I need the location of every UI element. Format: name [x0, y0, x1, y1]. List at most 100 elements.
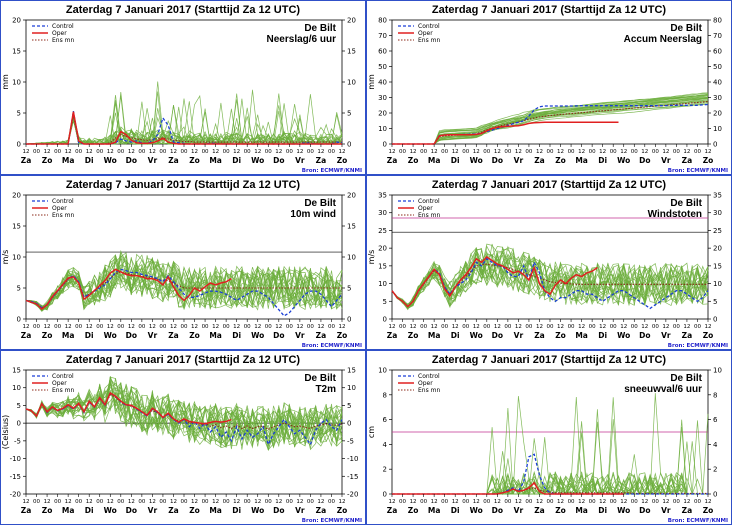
x-day-label: Za	[168, 506, 179, 515]
y2-tick-label: 15	[347, 367, 356, 375]
x-hour-label: 00	[54, 324, 61, 330]
legend-oper-label: Oper	[52, 380, 67, 387]
y2-tick-label: -20	[347, 491, 358, 499]
x-hour-label: 12	[515, 149, 522, 155]
x-hour-label: 00	[399, 324, 406, 330]
y-tick-label: 30	[378, 94, 387, 102]
x-hour-label: 12	[317, 324, 324, 330]
plot-area	[391, 19, 709, 145]
x-hour-label: 00	[75, 324, 82, 330]
legend-oper-label: Oper	[418, 30, 433, 37]
x-hour-label: 00	[307, 324, 314, 330]
x-hour-label: 12	[191, 499, 198, 505]
x-hour-label: 00	[181, 324, 188, 330]
x-day-label: Di	[598, 506, 607, 515]
x-day-label: Ma	[209, 331, 222, 340]
y-tick-label: 35	[378, 192, 387, 200]
x-hour-label: 00	[589, 324, 596, 330]
x-hour-label: 12	[578, 499, 585, 505]
x-hour-label: 12	[620, 149, 627, 155]
x-hour-label: 00	[652, 324, 659, 330]
x-hour-label: 12	[107, 499, 114, 505]
x-hour-label: 00	[673, 324, 680, 330]
x-hour-label: 12	[275, 149, 282, 155]
y-axis-label: mm	[367, 74, 376, 90]
x-hour-label: 00	[525, 324, 532, 330]
x-day-label: Do	[126, 156, 137, 165]
x-day-label: Zo	[42, 506, 53, 515]
ensemble-member-line	[392, 92, 709, 145]
x-hour-label: 12	[389, 149, 396, 155]
y-tick-label: 5	[17, 402, 21, 410]
x-hour-label: 12	[23, 499, 30, 505]
x-hour-label: 12	[431, 499, 438, 505]
x-hour-label: 00	[265, 324, 272, 330]
x-day-label: Vr	[514, 331, 524, 340]
y-tick-label: 60	[378, 48, 387, 56]
x-hour-label: 12	[410, 149, 417, 155]
y2-tick-label: 10	[713, 280, 722, 288]
x-hour-label: 12	[515, 499, 522, 505]
x-day-label: Za	[21, 156, 32, 165]
plot-area	[391, 194, 709, 320]
x-day-label: Di	[451, 331, 460, 340]
y-tick-label: 2	[383, 466, 387, 474]
oper-line	[25, 391, 232, 425]
x-day-label: Za	[534, 331, 545, 340]
x-hour-label: 00	[610, 499, 617, 505]
y2-tick-label: -15	[347, 473, 358, 481]
x-hour-label: 00	[307, 149, 314, 155]
legend-oper-label: Oper	[52, 205, 67, 212]
legend-ensmean-label: Ens mn	[418, 387, 440, 394]
x-hour-label: 12	[536, 324, 543, 330]
x-hour-label: 00	[652, 149, 659, 155]
x-day-label: Wo	[104, 156, 117, 165]
ensemble-member-line	[25, 252, 343, 311]
x-day-label: Vr	[148, 156, 158, 165]
x-hour-label: 12	[23, 324, 30, 330]
x-day-label: Vr	[148, 331, 158, 340]
x-day-label: Vr	[295, 506, 305, 515]
y2-tick-label: 15	[347, 223, 356, 231]
x-hour-label: 12	[410, 499, 417, 505]
station-label: De Bilt	[670, 198, 702, 209]
y-tick-label: 5	[17, 285, 21, 293]
x-hour-label: 00	[441, 499, 448, 505]
ensemble-member-line	[25, 254, 343, 310]
ensmean-line	[392, 487, 708, 495]
x-hour-label: 00	[181, 149, 188, 155]
y-tick-label: 0	[383, 141, 387, 149]
x-day-label: Ma	[575, 331, 588, 340]
x-day-label: Zo	[42, 156, 53, 165]
x-hour-label: 00	[610, 149, 617, 155]
chart-t2m: Zaterdag 7 Januari 2017 (Starttijd Za 12…	[0, 350, 366, 525]
x-hour-label: 00	[504, 324, 511, 330]
y-tick-label: 0	[17, 316, 21, 324]
x-hour-label: 12	[254, 324, 261, 330]
x-day-label: Di	[598, 331, 607, 340]
x-hour-label: 00	[568, 149, 575, 155]
ensemble-member-line	[25, 265, 343, 312]
x-day-label: Za	[316, 156, 327, 165]
x-hour-label: 12	[254, 499, 261, 505]
x-day-label: Za	[168, 156, 179, 165]
x-hour-label: 00	[420, 324, 427, 330]
ensemble-member-line	[391, 248, 709, 309]
oper-line	[25, 268, 232, 311]
y2-tick-label: -5	[347, 437, 354, 445]
x-hour-label: 00	[307, 499, 314, 505]
x-hour-label: 00	[483, 499, 490, 505]
x-hour-label: 12	[296, 324, 303, 330]
y-tick-label: 5	[383, 298, 387, 306]
x-hour-label: 12	[254, 149, 261, 155]
x-day-label: Zo	[555, 156, 566, 165]
y-tick-label: 10	[12, 79, 21, 87]
y-tick-label: 8	[383, 391, 387, 399]
y-tick-label: 0	[17, 141, 21, 149]
x-hour-label: 12	[705, 149, 712, 155]
y2-tick-label: 20	[713, 245, 722, 253]
x-hour-label: 12	[389, 324, 396, 330]
y-tick-label: -15	[10, 473, 21, 481]
x-day-label: Ma	[575, 156, 588, 165]
